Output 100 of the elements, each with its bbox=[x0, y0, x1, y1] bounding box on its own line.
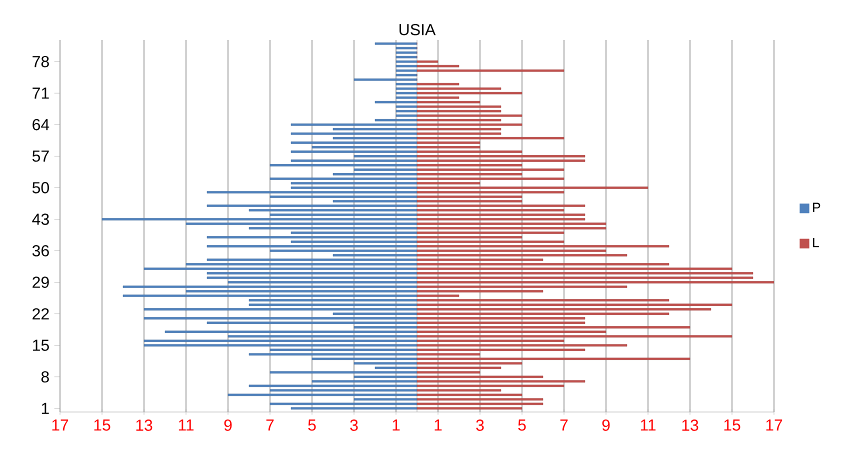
bar bbox=[290, 142, 418, 144]
bar bbox=[354, 376, 418, 378]
x-tick-label: 3 bbox=[476, 420, 484, 431]
x-tick-label: 7 bbox=[560, 420, 568, 431]
bar bbox=[206, 236, 418, 238]
bar bbox=[396, 114, 418, 117]
x-tick-label: 17 bbox=[52, 420, 68, 431]
bar bbox=[248, 304, 418, 306]
x-tick-label: 9 bbox=[224, 420, 232, 431]
bar bbox=[396, 69, 418, 72]
bar bbox=[102, 218, 418, 220]
bar bbox=[312, 380, 418, 383]
x-tick-label: 7 bbox=[266, 420, 274, 431]
bar bbox=[312, 146, 418, 148]
bar bbox=[270, 348, 418, 351]
bar bbox=[290, 407, 418, 410]
bar bbox=[396, 74, 418, 76]
x-tick-label: 15 bbox=[724, 420, 740, 431]
bar bbox=[396, 60, 418, 63]
bar bbox=[228, 281, 418, 284]
bar bbox=[270, 196, 418, 198]
bar bbox=[248, 353, 418, 356]
bar bbox=[354, 326, 418, 328]
x-tick-label: 17 bbox=[766, 420, 782, 431]
bar bbox=[206, 322, 418, 324]
bar bbox=[374, 100, 418, 104]
legend-label: L bbox=[813, 238, 819, 248]
y-tick-label: 36 bbox=[32, 245, 49, 256]
bar bbox=[332, 173, 418, 176]
legend-label: P bbox=[813, 202, 820, 212]
x-tick-label: 5 bbox=[308, 420, 316, 431]
bar bbox=[396, 82, 418, 86]
y-tick-label: 57 bbox=[32, 150, 49, 162]
bar bbox=[248, 209, 418, 212]
bar bbox=[396, 87, 418, 90]
bar bbox=[144, 308, 418, 310]
bar bbox=[396, 56, 418, 58]
bar bbox=[144, 344, 418, 346]
bar bbox=[354, 362, 418, 364]
bar bbox=[270, 371, 418, 374]
x-tick-label: 11 bbox=[640, 420, 656, 431]
bar bbox=[270, 164, 418, 166]
y-tick-label: 50 bbox=[32, 182, 49, 194]
bar bbox=[186, 290, 418, 292]
bar bbox=[270, 389, 418, 392]
bar bbox=[206, 191, 418, 194]
bar bbox=[354, 78, 418, 81]
bar bbox=[332, 254, 418, 256]
bar bbox=[374, 366, 418, 369]
bar bbox=[332, 200, 418, 202]
y-tick-label: 71 bbox=[32, 88, 49, 99]
x-tick-label: 5 bbox=[518, 420, 526, 431]
bar bbox=[270, 250, 418, 252]
bar bbox=[396, 51, 418, 54]
bar bbox=[332, 137, 418, 140]
x-tick-label: 1 bbox=[434, 420, 442, 431]
bar bbox=[270, 178, 418, 180]
bar bbox=[206, 245, 418, 248]
x-tick-label: 13 bbox=[136, 420, 152, 431]
bar bbox=[374, 119, 418, 122]
y-tick-label: 1 bbox=[42, 402, 49, 414]
bar bbox=[396, 105, 418, 108]
bar bbox=[248, 299, 418, 302]
bar bbox=[354, 155, 418, 158]
bar bbox=[396, 110, 418, 112]
y-tick-label: 29 bbox=[32, 276, 49, 288]
bar bbox=[270, 214, 418, 216]
y-axis-title: USIA bbox=[400, 24, 436, 36]
bar bbox=[206, 204, 418, 207]
bar bbox=[396, 64, 418, 68]
bar bbox=[290, 150, 418, 153]
x-tick-label: 13 bbox=[682, 420, 698, 431]
x-tick-label: 3 bbox=[350, 420, 358, 431]
bar bbox=[122, 294, 418, 297]
bar bbox=[122, 286, 418, 288]
bar bbox=[206, 276, 418, 279]
y-tick-label: 78 bbox=[32, 56, 49, 68]
bar bbox=[290, 132, 418, 135]
bar bbox=[248, 384, 418, 388]
bar bbox=[164, 330, 418, 333]
bar bbox=[186, 222, 418, 225]
y-tick-label: 64 bbox=[32, 119, 50, 130]
x-tick-label: 9 bbox=[602, 420, 610, 431]
bar bbox=[374, 42, 418, 45]
y-tick-label: 15 bbox=[33, 340, 49, 351]
bar bbox=[206, 272, 418, 274]
bar bbox=[332, 128, 418, 130]
bar bbox=[290, 124, 418, 126]
y-tick-label: 43 bbox=[32, 214, 49, 225]
bar bbox=[206, 258, 418, 261]
y-tick-label: 8 bbox=[41, 371, 49, 383]
bar bbox=[332, 312, 418, 315]
bar bbox=[312, 358, 418, 360]
bar bbox=[396, 46, 418, 50]
bar bbox=[290, 160, 418, 162]
bar bbox=[354, 398, 418, 401]
x-tick-label: 15 bbox=[94, 420, 110, 431]
bar bbox=[228, 335, 418, 338]
bar bbox=[270, 402, 418, 406]
bar bbox=[144, 340, 418, 342]
